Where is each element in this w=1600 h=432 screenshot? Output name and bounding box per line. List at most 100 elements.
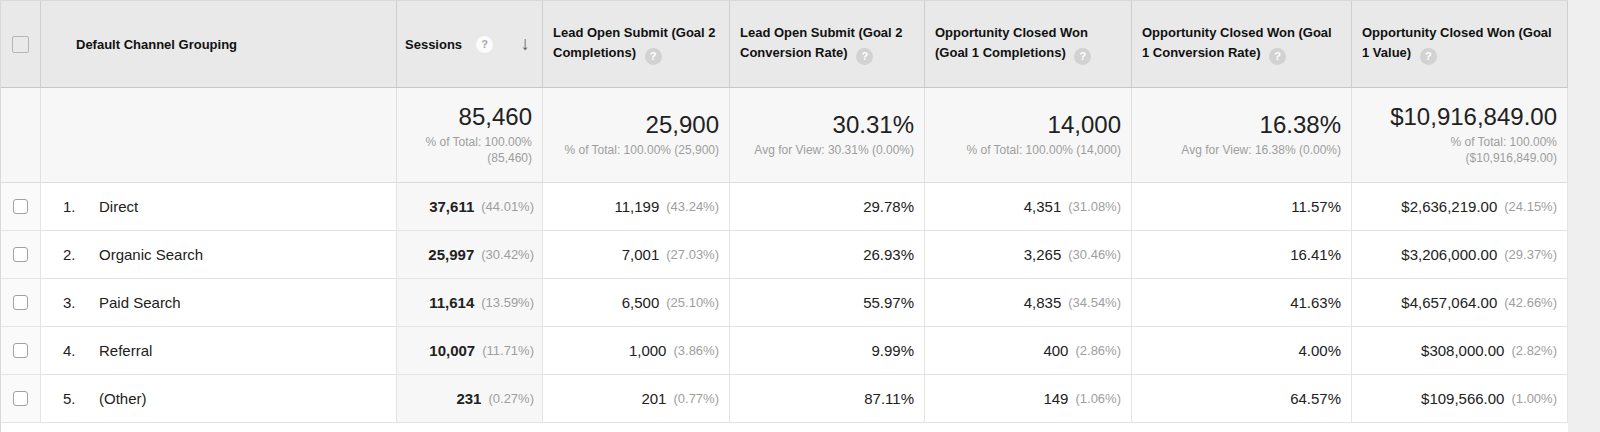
metric-value: $4,657,064.00	[1401, 294, 1497, 311]
goal1-value-cell: $308,000.00 (2.82%)	[1352, 327, 1568, 375]
sessions-share: (44.01%)	[481, 199, 534, 214]
header-goal1-completions[interactable]: Opportunity Closed Won (Goal 1 Completio…	[925, 1, 1132, 88]
sessions-value: 11,614	[429, 294, 474, 311]
metric-share: (2.82%)	[1511, 343, 1557, 358]
goal1-rate-cell: 41.63%	[1132, 279, 1352, 327]
sessions-cell: 25,997 (30.42%)	[397, 231, 543, 279]
row-index: 5.	[63, 390, 99, 407]
goal2-completions-cell: 6,500 (25.10%)	[543, 279, 730, 327]
summary-note: % of Total: 100.00% (85,460)	[407, 134, 532, 168]
summary-row: 85,460 % of Total: 100.00% (85,460) 25,9…	[1, 88, 1568, 183]
help-icon[interactable]: ?	[645, 48, 662, 65]
goal2-rate-cell: 9.99%	[730, 327, 925, 375]
metric-value: 26.93%	[863, 246, 914, 263]
help-icon[interactable]: ?	[1074, 48, 1091, 65]
metric-value: $2,636,219.00	[1401, 198, 1497, 215]
row-checkbox[interactable]	[13, 247, 28, 262]
metric-value: $308,000.00	[1421, 342, 1504, 359]
metric-share: (2.86%)	[1075, 343, 1121, 358]
summary-value: 25,900	[646, 111, 719, 140]
metric-value: 3,265	[1024, 246, 1062, 263]
goal1-rate-cell: 11.57%	[1132, 183, 1352, 231]
header-goal1-value[interactable]: Opportunity Closed Won (Goal 1 Value) ?	[1352, 1, 1568, 88]
row-checkbox[interactable]	[13, 343, 28, 358]
row-checkbox[interactable]	[13, 199, 28, 214]
metric-share: (24.15%)	[1504, 199, 1557, 214]
channel-cell: 4. Referral	[41, 327, 397, 375]
metric-share: (34.54%)	[1068, 295, 1121, 310]
goal2-completions-cell: 1,000 (3.86%)	[543, 327, 730, 375]
metric-value: 55.97%	[863, 294, 914, 311]
goal2-completions-cell: 7,001 (27.03%)	[543, 231, 730, 279]
header-label: Default Channel Grouping	[76, 37, 237, 52]
row-index: 1.	[63, 198, 99, 215]
metric-share: (43.24%)	[666, 199, 719, 214]
sessions-cell: 231 (0.27%)	[397, 375, 543, 423]
header-label: Opportunity Closed Won (Goal 1 Value)	[1362, 25, 1552, 60]
row-checkbox-cell	[1, 183, 41, 231]
header-goal1-conversion-rate[interactable]: Opportunity Closed Won (Goal 1 Conversio…	[1132, 1, 1352, 88]
sort-desc-icon: ↓	[521, 33, 531, 55]
metric-value: 6,500	[622, 294, 660, 311]
sessions-share: (30.42%)	[481, 247, 534, 262]
analytics-table: Default Channel Grouping Sessions ? ↓ Le…	[0, 0, 1568, 432]
metric-value: 4.00%	[1298, 342, 1341, 359]
sessions-cell: 11,614 (13.59%)	[397, 279, 543, 327]
sessions-cell: 37,611 (44.01%)	[397, 183, 543, 231]
summary-note: % of Total: 100.00% (25,900)	[564, 142, 719, 159]
summary-goal1-completions: 14,000 % of Total: 100.00% (14,000)	[925, 88, 1132, 183]
metric-value: 4,351	[1024, 198, 1062, 215]
row-index: 2.	[63, 246, 99, 263]
header-sessions[interactable]: Sessions ? ↓	[397, 1, 543, 88]
goal1-completions-cell: 400 (2.86%)	[925, 327, 1132, 375]
goal1-value-cell: $2,636,219.00 (24.15%)	[1352, 183, 1568, 231]
summary-value: 16.38%	[1260, 111, 1341, 140]
sessions-value: 37,611	[429, 198, 474, 215]
help-icon[interactable]: ?	[476, 36, 493, 53]
help-icon[interactable]: ?	[856, 48, 873, 65]
metric-share: (42.66%)	[1504, 295, 1557, 310]
header-label: Sessions	[405, 37, 462, 52]
summary-value: 85,460	[459, 103, 532, 132]
summary-checkbox-cell	[1, 88, 41, 183]
summary-note: % of Total: 100.00% ($10,916,849.00)	[1362, 134, 1557, 168]
metric-share: (30.46%)	[1068, 247, 1121, 262]
row-index: 3.	[63, 294, 99, 311]
metric-value: 201	[641, 390, 666, 407]
header-goal2-conversion-rate[interactable]: Lead Open Submit (Goal 2 Conversion Rate…	[730, 1, 925, 88]
summary-goal2-rate: 30.31% Avg for View: 30.31% (0.00%)	[730, 88, 925, 183]
summary-value: 14,000	[1048, 111, 1121, 140]
select-all-checkbox[interactable]	[12, 36, 29, 53]
sessions-value: 10,007	[429, 342, 475, 359]
goal2-rate-cell: 55.97%	[730, 279, 925, 327]
metric-value: 400	[1043, 342, 1068, 359]
sessions-share: (13.59%)	[481, 295, 534, 310]
metric-share: (27.03%)	[666, 247, 719, 262]
goal1-completions-cell: 149 (1.06%)	[925, 375, 1132, 423]
row-checkbox[interactable]	[13, 391, 28, 406]
select-all-cell	[1, 1, 41, 88]
header-default-channel-grouping[interactable]: Default Channel Grouping	[41, 1, 397, 88]
channel-label: Organic Search	[99, 246, 203, 263]
table-header-row: Default Channel Grouping Sessions ? ↓ Le…	[1, 0, 1568, 88]
goal1-completions-cell: 4,835 (34.54%)	[925, 279, 1132, 327]
channel-label: (Other)	[99, 390, 147, 407]
summary-note: Avg for View: 16.38% (0.00%)	[1181, 142, 1341, 159]
table-row: 3. Paid Search 11,614 (13.59%) 6,500 (25…	[1, 279, 1568, 327]
table-row: 2. Organic Search 25,997 (30.42%) 7,001 …	[1, 231, 1568, 279]
channel-cell: 3. Paid Search	[41, 279, 397, 327]
metric-share: (31.08%)	[1068, 199, 1121, 214]
goal2-completions-cell: 11,199 (43.24%)	[543, 183, 730, 231]
row-index: 4.	[63, 342, 99, 359]
goal1-completions-cell: 4,351 (31.08%)	[925, 183, 1132, 231]
row-checkbox-cell	[1, 327, 41, 375]
help-icon[interactable]: ?	[1269, 48, 1286, 65]
help-icon[interactable]: ?	[1420, 48, 1437, 65]
header-label: Lead Open Submit (Goal 2 Conversion Rate…	[740, 25, 903, 60]
sessions-value: 25,997	[428, 246, 474, 263]
summary-goal2-completions: 25,900 % of Total: 100.00% (25,900)	[543, 88, 730, 183]
sessions-cell: 10,007 (11.71%)	[397, 327, 543, 375]
row-checkbox[interactable]	[13, 295, 28, 310]
goal1-value-cell: $3,206,000.00 (29.37%)	[1352, 231, 1568, 279]
header-goal2-completions[interactable]: Lead Open Submit (Goal 2 Completions) ?	[543, 1, 730, 88]
